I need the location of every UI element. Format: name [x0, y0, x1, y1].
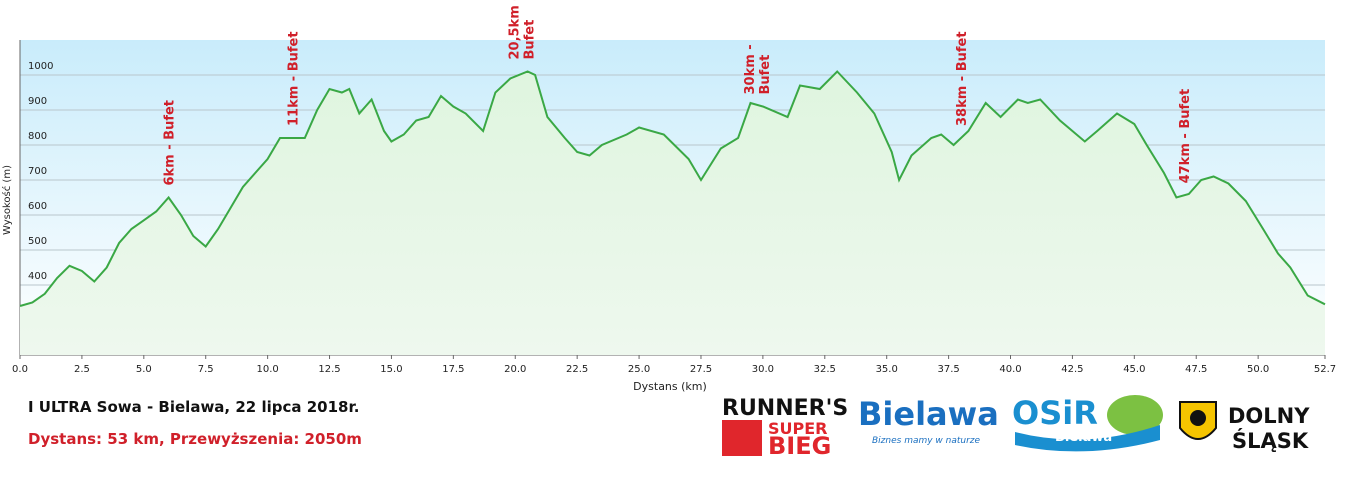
- x-tick-label: 20.0: [504, 364, 526, 375]
- x-tick-label: 10.0: [256, 364, 278, 375]
- x-tick-label: 52.7: [1314, 364, 1336, 375]
- x-tick-label: 30.0: [752, 364, 774, 375]
- footer-subtitle: Dystans: 53 km, Przewyższenia: 2050m: [28, 430, 362, 448]
- x-tick-label: 47.5: [1185, 364, 1207, 375]
- annotation: 30km -Bufet: [743, 44, 773, 94]
- footer-title: I ULTRA Sowa - Bielawa, 22 lipca 2018r.: [28, 398, 359, 416]
- y-tick-label: 900: [28, 96, 47, 107]
- logo-osir-band: [1015, 425, 1160, 452]
- annotation: 47km - Bufet: [1178, 89, 1193, 184]
- x-tick-label: 17.5: [442, 364, 464, 375]
- x-tick-label: 50.0: [1247, 364, 1269, 375]
- y-tick-label: 400: [28, 271, 47, 282]
- y-tick-label: 1000: [28, 61, 53, 72]
- logo-text: BIEG: [768, 432, 831, 460]
- x-tick-label: 40.0: [999, 364, 1021, 375]
- logo-text: Biznes mamy w naturze: [872, 436, 981, 446]
- plot: 30040050060070080090010000.02.55.07.510.…: [12, 0, 1336, 375]
- y-axis-label: Wysokość (m): [1, 165, 13, 235]
- y-tick-label: 600: [28, 201, 47, 212]
- x-tick-label: 15.0: [380, 364, 402, 375]
- x-tick-label: 25.0: [628, 364, 650, 375]
- annotation: 11km - Bufet: [286, 31, 301, 126]
- x-tick-label: 42.5: [1061, 364, 1083, 375]
- logo-eagle: [1190, 410, 1206, 426]
- logo-bielawa: Bielawa Biznes mamy w naturze: [858, 395, 999, 446]
- logo-text: DOLNY: [1228, 404, 1310, 428]
- annotation: 6km - Bufet: [163, 100, 178, 186]
- x-tick-label: 37.5: [937, 364, 959, 375]
- annotation: 38km - Bufet: [955, 31, 970, 126]
- x-tick-label: 7.5: [198, 364, 214, 375]
- y-tick-label: 800: [28, 131, 47, 142]
- elevation-line: [19, 70, 1326, 307]
- logo-runners-mark: [722, 420, 762, 456]
- x-tick-label: 45.0: [1123, 364, 1145, 375]
- y-tick-label: 500: [28, 236, 47, 247]
- x-tick-label: 12.5: [318, 364, 340, 375]
- x-tick-label: 22.5: [566, 364, 588, 375]
- x-tick-label: 2.5: [74, 364, 90, 375]
- x-tick-label: 27.5: [690, 364, 712, 375]
- annotation: 20,5km -Bufet: [508, 0, 538, 60]
- logo-text: RUNNER'S: [722, 396, 848, 421]
- logo-dolny: DOLNY ŚLĄSK: [1179, 401, 1310, 453]
- y-tick-label: 700: [28, 166, 47, 177]
- logo-text: Bielawa: [1055, 430, 1112, 445]
- x-tick-label: 0.0: [12, 364, 28, 375]
- logo-text: Bielawa: [858, 395, 999, 433]
- x-axis-label: Dystans (km): [633, 380, 707, 393]
- x-tick-label: 5.0: [136, 364, 152, 375]
- x-tick-label: 32.5: [814, 364, 836, 375]
- logo-osir-mark: [1107, 395, 1163, 435]
- logo-text: OSiR: [1012, 394, 1098, 432]
- x-tick-label: 35.0: [876, 364, 898, 375]
- logo-osir: OSiR Bielawa: [1012, 394, 1163, 452]
- logo-text: SUPER: [768, 419, 828, 438]
- logo-runners: RUNNER'S SUPER BIEG: [722, 396, 848, 460]
- area-fill: [20, 71, 1325, 355]
- logo-text: ŚLĄSK: [1232, 428, 1309, 453]
